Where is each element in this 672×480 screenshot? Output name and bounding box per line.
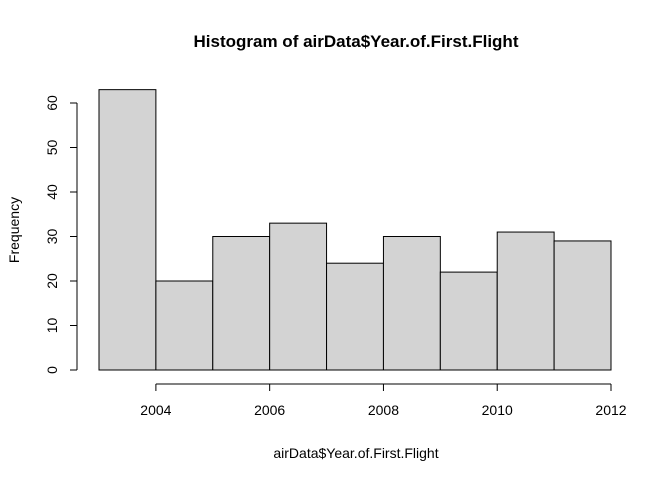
x-tick-label-2: 2008	[368, 402, 399, 418]
y-axis-label: Frequency	[6, 197, 22, 263]
y-tick-label-2: 20	[44, 273, 60, 289]
y-tick-label-6: 60	[44, 95, 60, 111]
histogram-bar-0	[98, 89, 157, 371]
y-axis: 0 10 20 30 40 50 60	[44, 95, 78, 374]
histogram-bar-1	[155, 280, 214, 371]
x-tick-label-0: 2004	[140, 402, 171, 418]
histogram-bar-3	[269, 222, 328, 371]
y-tick-label-5: 50	[44, 140, 60, 156]
chart-title: Histogram of airData$Year.of.First.Fligh…	[194, 32, 519, 51]
y-tick-label-4: 40	[44, 184, 60, 200]
histogram-bar-4	[326, 262, 384, 371]
histogram-bar-7	[496, 231, 555, 371]
histogram-bar-8	[553, 240, 612, 371]
bars-group	[98, 89, 612, 371]
x-axis: 2004 2006 2008 2010 2012	[140, 383, 627, 418]
x-tick-label-1: 2006	[254, 402, 285, 418]
x-tick-label-4: 2012	[595, 402, 626, 418]
histogram-bar-6	[439, 271, 498, 371]
x-axis-label: airData$Year.of.First.Flight	[273, 445, 438, 461]
y-tick-label-3: 30	[44, 229, 60, 245]
x-tick-label-3: 2010	[482, 402, 513, 418]
y-tick-label-0: 0	[44, 366, 60, 374]
histogram-bar-5	[382, 236, 441, 371]
y-tick-label-1: 10	[44, 318, 60, 334]
histogram-bar-2	[212, 236, 271, 371]
